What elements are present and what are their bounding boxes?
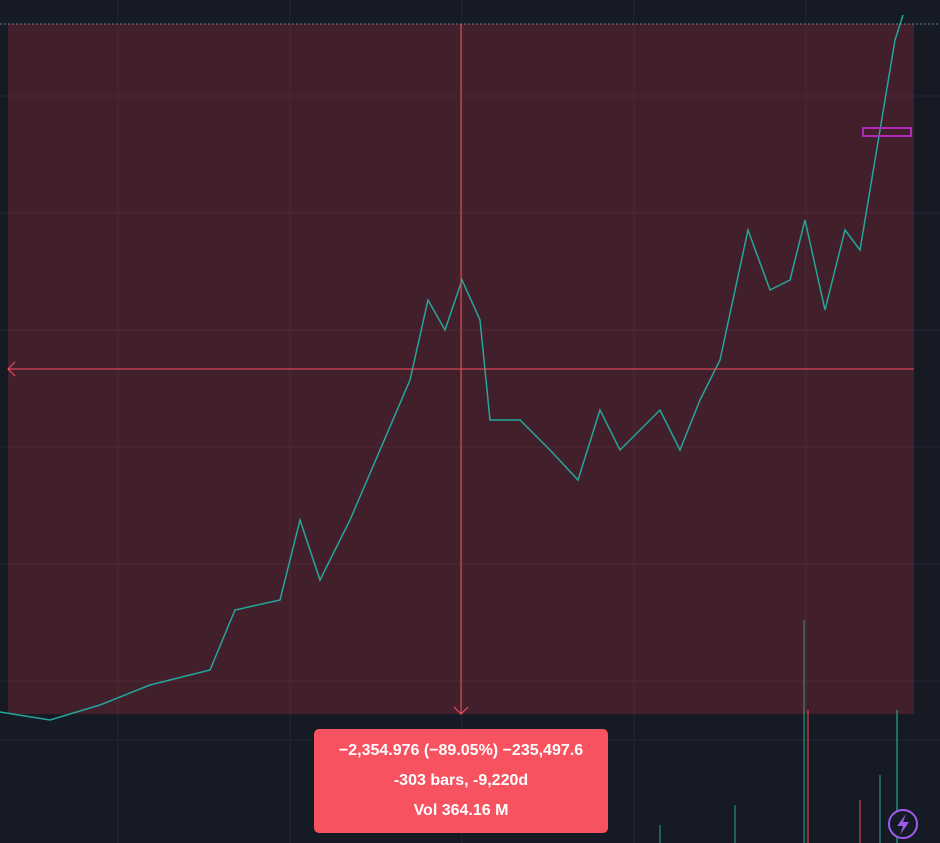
measure-tooltip [314, 729, 608, 833]
price-series [0, 14, 904, 721]
volume: Vol 364.16 M [414, 802, 509, 819]
marker-box [862, 127, 912, 137]
price-change: −2,354.976 (−89.05%) −235,497.6 [339, 742, 583, 759]
lightning-button[interactable] [888, 809, 918, 839]
bar-count: -303 bars, -9,220d [394, 772, 528, 789]
arrow-left [7, 361, 16, 377]
arrow-down [453, 706, 469, 715]
